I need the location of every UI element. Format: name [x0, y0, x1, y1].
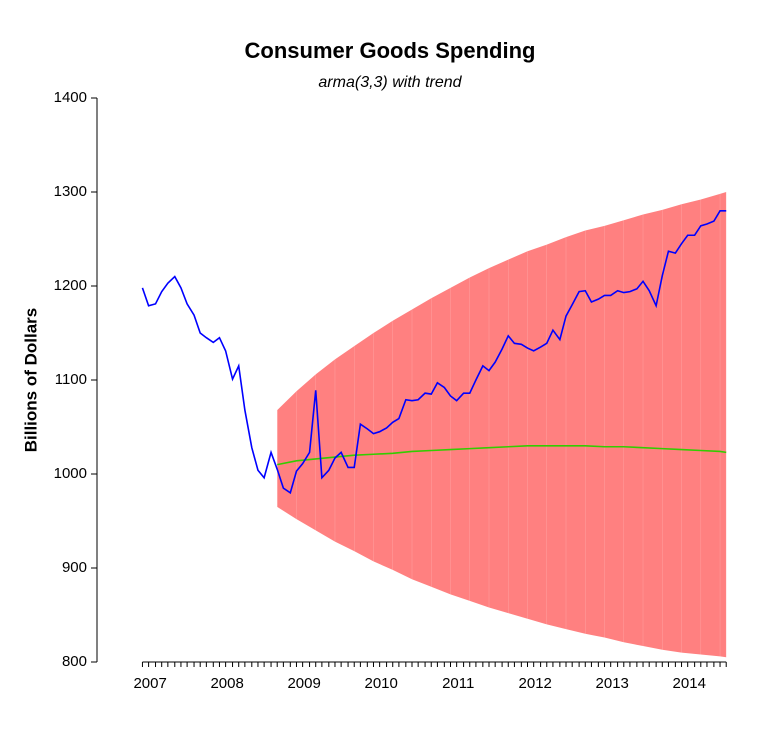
x-tick-label: 2007	[133, 675, 166, 692]
forecast-band	[277, 192, 727, 658]
x-tick-label: 2008	[210, 675, 243, 692]
y-axis-label: Billions of Dollars	[21, 308, 40, 453]
series-line	[277, 445, 727, 466]
y-tick-label: 800	[62, 653, 87, 670]
x-tick-label: 2010	[364, 675, 397, 692]
chart-subtitle: arma(3,3) with trend	[318, 74, 462, 91]
x-tick-label: 2013	[596, 675, 629, 692]
series-line	[141, 210, 727, 495]
x-tick-label: 2009	[287, 675, 320, 692]
x-tick-label: 2012	[519, 675, 552, 692]
y-tick-label: 1000	[54, 465, 87, 482]
y-tick-label: 1400	[54, 89, 87, 106]
x-tick-label: 2014	[673, 675, 706, 692]
y-tick-label: 900	[62, 559, 87, 576]
chart-title: Consumer Goods Spending	[245, 38, 536, 63]
y-tick-label: 1200	[54, 277, 87, 294]
x-tick-label: 2011	[442, 675, 474, 692]
y-tick-label: 1100	[55, 371, 87, 388]
y-tick-label: 1300	[54, 183, 87, 200]
